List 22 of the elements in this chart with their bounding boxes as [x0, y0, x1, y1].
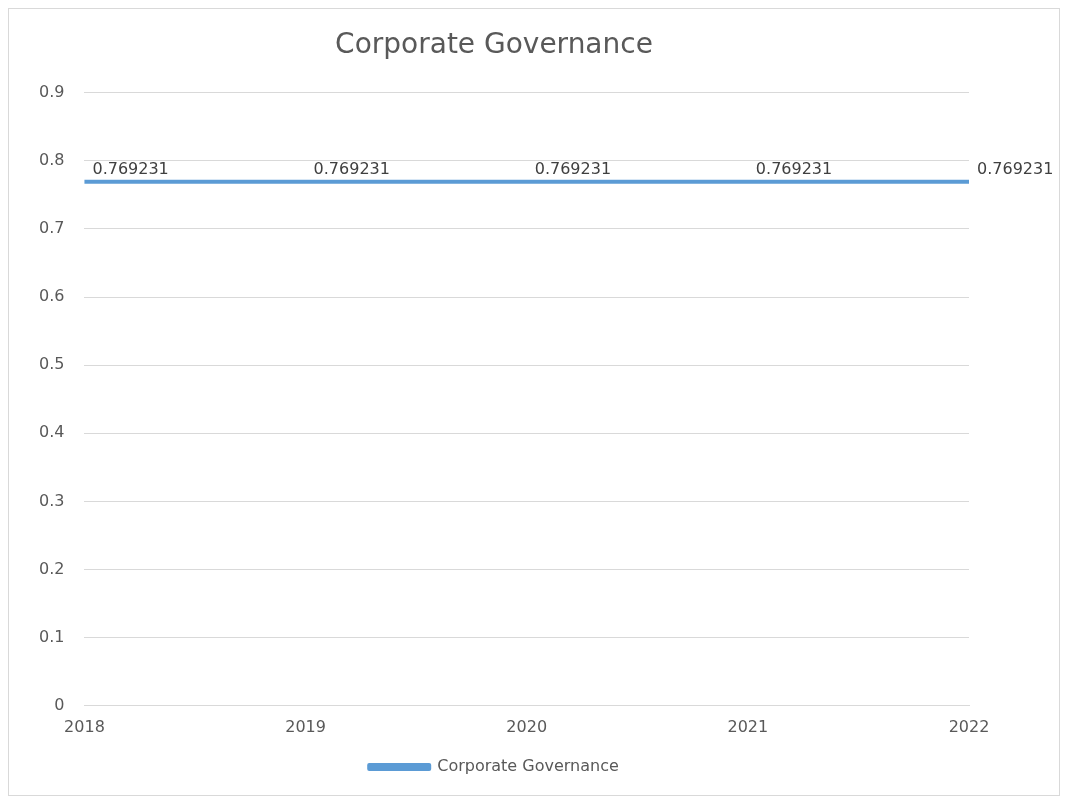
x-tick-label: 2022: [948, 716, 990, 736]
chart-title: Corporate Governance: [335, 27, 653, 61]
y-tick-label: 0.7: [38, 218, 65, 238]
x-tick-label: 2019: [285, 716, 326, 736]
data-label: 0.769231: [92, 158, 169, 178]
y-tick-label: 0.9: [38, 81, 65, 101]
x-tick-label: 2018: [64, 716, 105, 736]
x-tick-label: 2020: [506, 716, 548, 736]
y-tick-label: 0.1: [38, 626, 65, 646]
y-tick-label: 0.5: [38, 354, 65, 374]
y-tick-label: 0.2: [38, 558, 65, 578]
y-tick-label: 0.8: [38, 149, 65, 169]
data-label: 0.769231: [534, 158, 612, 178]
x-tick-label: 2021: [727, 716, 769, 736]
data-label: 0.769231: [313, 158, 390, 178]
y-tick-label: 0: [54, 694, 65, 714]
data-label: 0.769231: [755, 158, 833, 178]
y-tick-label: 0.4: [38, 422, 65, 442]
y-tick-label: 0.6: [38, 286, 65, 306]
data-label: 0.769231: [977, 158, 1054, 178]
y-tick-label: 0.3: [38, 490, 65, 510]
legend-label: Corporate Governance: [437, 756, 619, 776]
